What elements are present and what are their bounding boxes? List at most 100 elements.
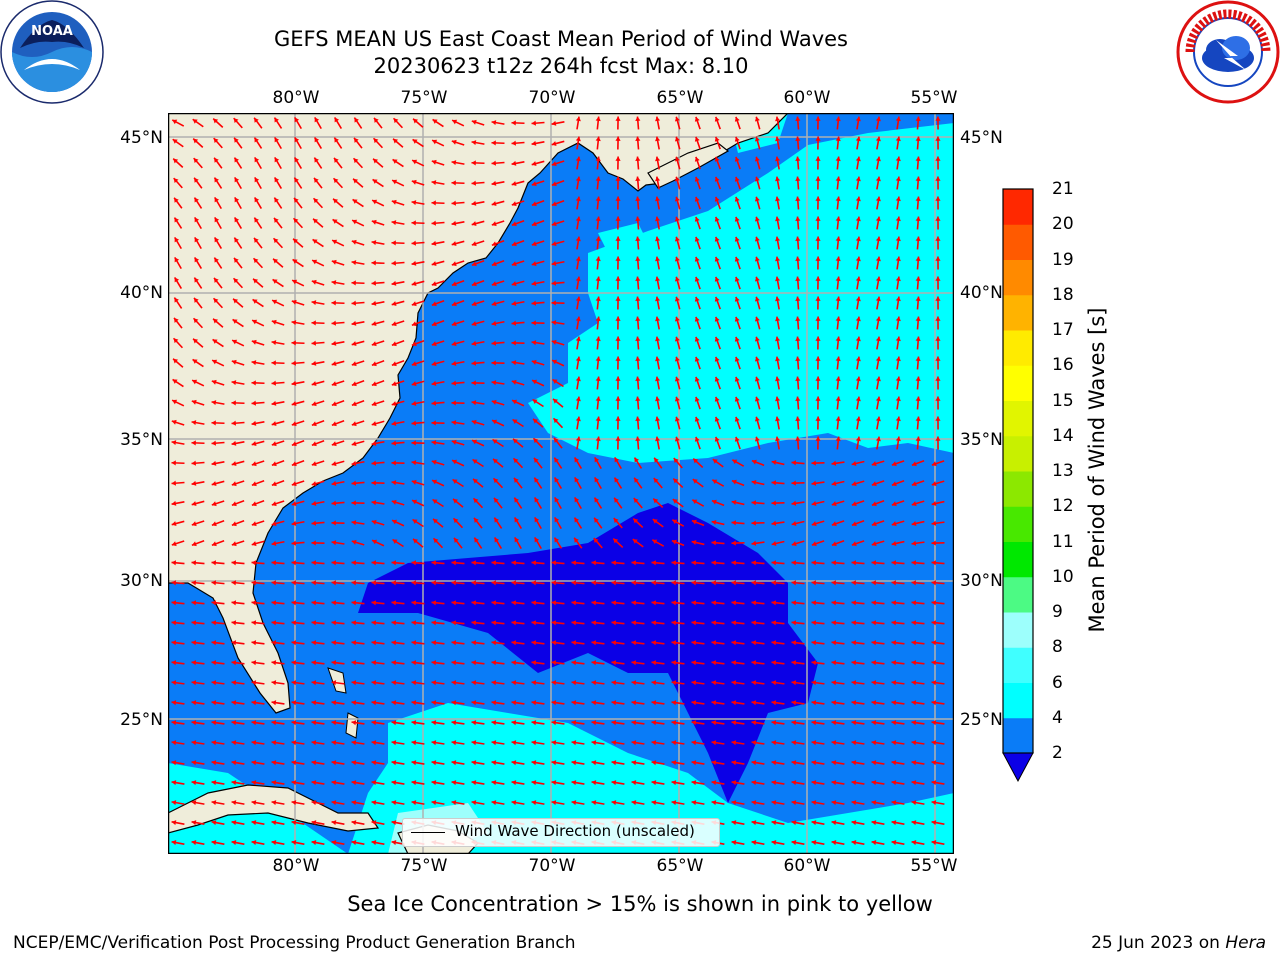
direction-arrow-head bbox=[855, 316, 861, 322]
direction-arrow-head bbox=[871, 660, 877, 666]
direction-arrow-head bbox=[372, 539, 378, 545]
direction-arrow-head bbox=[371, 820, 377, 826]
direction-arrow-head bbox=[671, 600, 677, 606]
direction-arrow-head bbox=[551, 700, 557, 706]
direction-arrow-head bbox=[291, 640, 297, 646]
direction-arrow-head bbox=[931, 461, 937, 467]
direction-arrow-head bbox=[391, 499, 397, 505]
direction-arrow-head bbox=[855, 376, 861, 382]
direction-arrow-head bbox=[871, 840, 877, 846]
direction-arrow-head bbox=[655, 316, 661, 322]
direction-arrow-head bbox=[791, 600, 797, 606]
direction-arrow-head bbox=[491, 640, 497, 646]
direction-arrow-head bbox=[551, 221, 557, 227]
direction-arrow-head bbox=[633, 498, 639, 503]
direction-arrow-head bbox=[911, 520, 917, 527]
direction-arrow-head bbox=[391, 341, 397, 347]
direction-arrow-head bbox=[851, 720, 857, 726]
direction-arrow-head bbox=[493, 458, 498, 464]
direction-arrow-head bbox=[651, 560, 657, 566]
direction-arrow-head bbox=[855, 216, 861, 222]
direction-arrow-head bbox=[271, 400, 277, 406]
direction-arrow-head bbox=[771, 680, 777, 686]
land-cuba bbox=[168, 784, 380, 834]
direction-arrow-head bbox=[875, 196, 881, 202]
direction-arrow-head bbox=[271, 481, 277, 487]
direction-arrow-head bbox=[775, 416, 781, 422]
direction-arrow-head bbox=[931, 660, 937, 666]
direction-arrow-head bbox=[611, 720, 617, 726]
direction-arrow-head bbox=[491, 241, 497, 247]
colorbar-band bbox=[1003, 365, 1033, 401]
direction-arrow-head bbox=[234, 137, 239, 143]
direction-arrow-head bbox=[274, 177, 280, 183]
direction-arrow-head bbox=[171, 620, 177, 626]
direction-arrow-head bbox=[194, 197, 199, 203]
direction-arrow-head bbox=[191, 480, 197, 486]
direction-arrow-head bbox=[451, 800, 457, 806]
direction-arrow-head bbox=[635, 176, 641, 181]
direction-arrow-head bbox=[351, 680, 357, 686]
direction-arrow-head bbox=[915, 396, 921, 402]
direction-arrow-head bbox=[811, 521, 817, 527]
direction-arrow-head bbox=[631, 720, 637, 726]
direction-arrow-head bbox=[174, 257, 180, 263]
direction-arrow-head bbox=[931, 680, 937, 686]
direction-arrow-head bbox=[191, 420, 197, 426]
direction-arrow-head bbox=[751, 820, 757, 826]
direction-arrow-head bbox=[254, 237, 259, 243]
direction-arrow-head bbox=[615, 416, 621, 421]
direction-arrow-head bbox=[835, 416, 841, 422]
direction-arrow-head bbox=[231, 660, 237, 666]
direction-arrow-head bbox=[634, 457, 639, 463]
direction-arrow-head bbox=[531, 660, 537, 666]
direction-arrow-head bbox=[274, 217, 279, 223]
direction-arrow-head bbox=[751, 660, 757, 666]
direction-arrow-head bbox=[851, 560, 857, 566]
direction-arrow-head bbox=[311, 540, 316, 546]
direction-arrow-head bbox=[531, 161, 537, 167]
direction-arrow-head bbox=[391, 760, 397, 766]
direction-arrow-head bbox=[591, 720, 597, 726]
direction-arrow-head bbox=[694, 196, 700, 202]
direction-arrow-head bbox=[935, 196, 941, 201]
direction-arrow-head bbox=[771, 500, 776, 506]
direction-arrow-head bbox=[332, 219, 338, 224]
direction-arrow-head bbox=[831, 720, 837, 726]
direction-arrow-head bbox=[471, 720, 477, 726]
direction-arrow-head bbox=[251, 800, 257, 806]
direction-arrow-head bbox=[234, 217, 240, 223]
direction-arrow-head bbox=[474, 537, 479, 543]
direction-arrow-head bbox=[294, 137, 300, 143]
direction-arrow-head bbox=[531, 700, 537, 706]
direction-arrow-head bbox=[791, 820, 797, 826]
direction-arrow-head bbox=[291, 580, 297, 586]
direction-arrow-head bbox=[254, 177, 260, 183]
direction-arrow-head bbox=[431, 780, 437, 786]
direction-arrow-head bbox=[531, 740, 537, 746]
direction-arrow-head bbox=[615, 436, 621, 441]
direction-arrow-head bbox=[311, 441, 317, 447]
direction-arrow-head bbox=[591, 560, 597, 566]
direction-arrow-head bbox=[331, 580, 337, 586]
direction-arrow-head bbox=[815, 396, 821, 401]
direction-arrow-head bbox=[431, 760, 437, 766]
direction-arrow-head bbox=[331, 720, 337, 726]
direction-arrow-head bbox=[895, 116, 901, 122]
direction-arrow-head bbox=[491, 399, 497, 405]
direction-arrow-head bbox=[831, 600, 837, 606]
direction-arrow-head bbox=[891, 481, 897, 487]
lon-label-bottom: 75°W bbox=[400, 856, 448, 876]
direction-arrow-head bbox=[711, 499, 717, 505]
direction-arrow-head bbox=[431, 321, 437, 327]
direction-arrow-head bbox=[251, 720, 257, 726]
direction-arrow-head bbox=[233, 118, 239, 124]
direction-arrow-head bbox=[795, 156, 801, 161]
direction-arrow-head bbox=[431, 620, 437, 626]
direction-arrow-head bbox=[514, 537, 520, 543]
direction-arrow-head bbox=[513, 438, 518, 444]
lat-label-right: 35°N bbox=[960, 430, 1003, 450]
direction-arrow-head bbox=[212, 359, 218, 365]
direction-arrow-head bbox=[431, 200, 436, 206]
footer-credit: NCEP/EMC/Verification Post Processing Pr… bbox=[13, 933, 576, 953]
